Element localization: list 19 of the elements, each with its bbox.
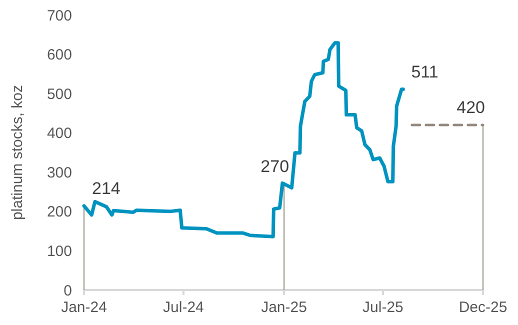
y-tick-label: 200 — [46, 204, 72, 221]
y-axis-title: platinum stocks, koz — [9, 84, 26, 220]
annotation: 270 — [260, 156, 290, 176]
y-tick-label: 600 — [46, 46, 72, 64]
line-series — [82, 41, 405, 238]
y-tick-label: 500 — [46, 86, 72, 103]
y-tick-label: 300 — [46, 164, 72, 182]
x-tick-label: Jul-25 — [362, 299, 404, 316]
annotation: 214 — [92, 178, 120, 198]
x-tick-label: Jul-24 — [163, 299, 204, 316]
x-tick-label: Dec-25 — [458, 299, 508, 316]
x-tick-label: Jan-25 — [261, 299, 307, 316]
x-tick-label: Jan-24 — [61, 299, 107, 316]
annotation: 511 — [411, 62, 438, 82]
y-tick-label: 700 — [46, 7, 72, 24]
annotation: 420 — [456, 98, 485, 117]
y-tick-label: 100 — [46, 242, 72, 260]
y-tick-label: 0 — [64, 282, 72, 300]
y-tick-label: 400 — [46, 125, 72, 142]
